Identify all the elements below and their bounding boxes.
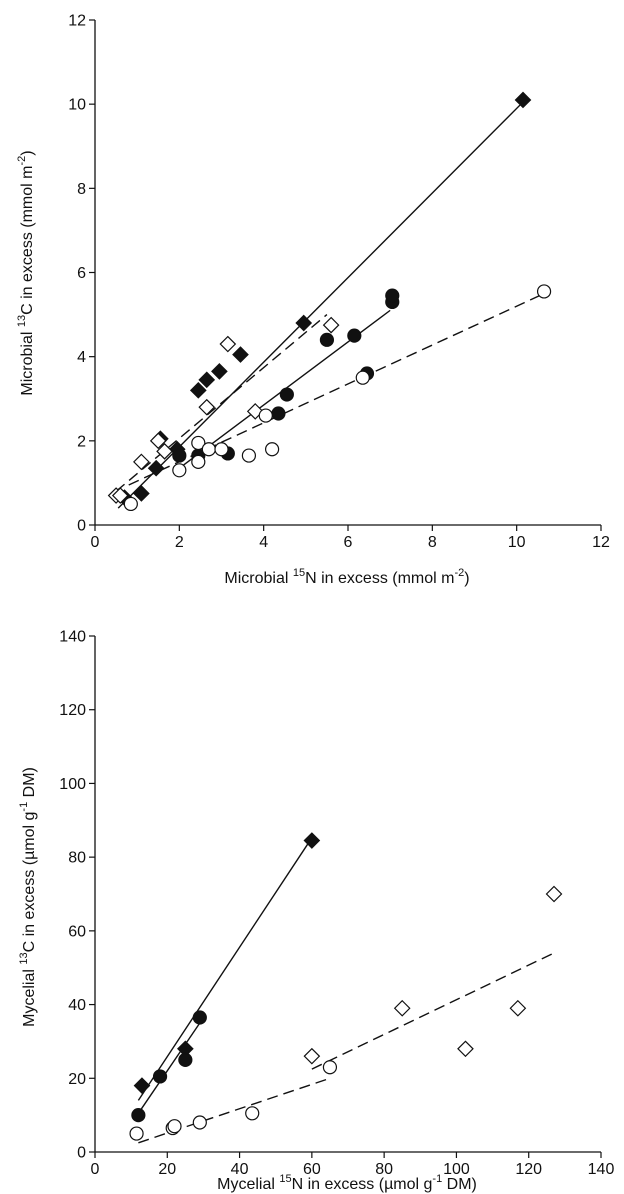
data-point-diamond-filled [232, 346, 249, 363]
x-tick-label: 10 [508, 534, 526, 551]
chart-panel-microbial: 0 2 4 6 8 10 12 0 2 4 6 8 10 12 Microbial 15N in exce… [16, 13, 610, 588]
data-point-diamond-open [393, 999, 411, 1017]
x-tick-label: 2 [175, 534, 184, 551]
x-tick-label: 12 [592, 534, 610, 551]
data-point-circle-filled [131, 1108, 146, 1123]
regression-line-solid [117, 101, 524, 509]
data-point-diamond-open [149, 432, 167, 450]
data-point-diamond-filled [198, 371, 216, 389]
data-point-circle-filled [152, 1069, 168, 1084]
tick-labels: 0 20 40 60 80 100 120 140 0 20 40 60 80 100 120 140 [59, 629, 614, 1179]
data-point-circle-open [265, 442, 280, 457]
data-point-circle-open [201, 442, 216, 457]
y-tick-label: 8 [77, 181, 86, 198]
x-tick-label: 60 [303, 1161, 321, 1178]
data-point-circle-open [241, 448, 257, 463]
x-tick-label: 0 [91, 534, 100, 551]
y-tick-label: 40 [68, 997, 86, 1014]
data-point-circle-filled [178, 1052, 193, 1067]
y-axis-title: Microbial 13C in excess (mmol m-2) [16, 150, 36, 395]
data-point-circle-filled [279, 387, 294, 402]
y-tick-label: 0 [77, 1145, 86, 1162]
axes [89, 635, 602, 1158]
data-point-diamond-filled [303, 832, 321, 849]
x-tick-label: 20 [158, 1161, 176, 1178]
x-tick-label: 0 [91, 1161, 100, 1178]
regression-line-dashed [115, 314, 328, 492]
data-point-circle-filled [192, 1010, 207, 1025]
x-tick-label: 8 [428, 534, 437, 551]
tick-labels: 0 2 4 6 8 10 12 0 2 4 6 8 10 12 [68, 13, 610, 552]
y-tick-label: 80 [68, 850, 86, 867]
axes [89, 19, 602, 531]
data-point-circle-open [191, 454, 206, 469]
data-point-diamond-filled [189, 381, 207, 399]
y-tick-label: 100 [59, 776, 86, 793]
regression-line-solid [137, 1022, 201, 1114]
data-point-circle-open [258, 408, 273, 423]
data-point-circle-open [245, 1106, 260, 1121]
x-tick-label: 120 [515, 1161, 542, 1178]
regression-line-solid [137, 840, 311, 1101]
x-axis-title: Mycelial 15N in excess (µmol g-1 DM) [217, 1173, 477, 1193]
y-tick-label: 20 [68, 1071, 86, 1088]
y-axis-title: Mycelial 13C in excess (µmol g-1 DM) [18, 767, 38, 1027]
data-points [129, 832, 563, 1141]
data-point-diamond-open [111, 487, 129, 504]
data-point-circle-filled [271, 406, 286, 421]
y-tick-label: 120 [59, 702, 86, 719]
data-point-diamond-filled [147, 459, 165, 477]
fit-lines [137, 840, 555, 1144]
data-point-diamond-filled [514, 91, 532, 109]
data-point-circle-open [192, 1115, 207, 1130]
data-point-circle-open [536, 284, 552, 299]
data-point-diamond-open [509, 999, 527, 1017]
y-tick-label: 6 [77, 265, 86, 282]
y-tick-label: 4 [77, 349, 86, 366]
data-point-diamond-open [303, 1047, 321, 1065]
y-tick-label: 12 [68, 13, 86, 30]
regression-line-dashed [311, 952, 555, 1070]
y-tick-label: 140 [59, 629, 86, 646]
data-point-diamond-filled [211, 363, 228, 380]
regression-line-dashed [138, 1077, 331, 1144]
data-point-circle-open [191, 435, 206, 451]
data-point-diamond-open [133, 453, 150, 471]
data-point-circle-open [214, 442, 229, 457]
data-point-circle-open [322, 1060, 338, 1075]
data-point-diamond-open [219, 335, 237, 353]
y-tick-label: 60 [68, 923, 86, 940]
x-tick-label: 80 [375, 1161, 393, 1178]
data-point-diamond-open [545, 885, 563, 903]
data-point-circle-filled [347, 328, 362, 343]
data-point-diamond-filled [133, 485, 150, 502]
y-tick-label: 0 [77, 518, 86, 535]
x-tick-label: 100 [443, 1161, 470, 1178]
x-axis-title: Microbial 15N in excess (mmol m-2) [224, 567, 469, 587]
data-point-diamond-filled [133, 1077, 151, 1095]
data-point-diamond-open [322, 316, 340, 334]
data-point-diamond-filled [295, 314, 313, 332]
x-tick-label: 4 [259, 534, 268, 551]
data-point-diamond-open [198, 398, 216, 416]
data-point-diamond-open [156, 443, 173, 460]
y-tick-label: 2 [77, 433, 86, 450]
data-point-circle-open [167, 1119, 182, 1134]
data-point-circle-filled [385, 288, 400, 303]
x-tick-label: 40 [231, 1161, 249, 1178]
data-point-diamond-open [457, 1040, 474, 1058]
x-tick-label: 6 [344, 534, 353, 551]
data-point-circle-open [123, 496, 138, 512]
data-point-circle-open [172, 463, 187, 478]
data-point-circle-filled [172, 448, 187, 463]
x-tick-label: 140 [588, 1161, 615, 1178]
data-point-circle-open [355, 370, 370, 385]
y-tick-label: 10 [68, 97, 86, 114]
data-point-circle-filled [319, 332, 335, 347]
data-points [107, 91, 552, 512]
data-point-circle-open [129, 1126, 144, 1141]
chart-panel-mycelial: 0 20 40 60 80 100 120 140 0 20 40 60 80 100 120 140 Myc… [18, 629, 614, 1194]
